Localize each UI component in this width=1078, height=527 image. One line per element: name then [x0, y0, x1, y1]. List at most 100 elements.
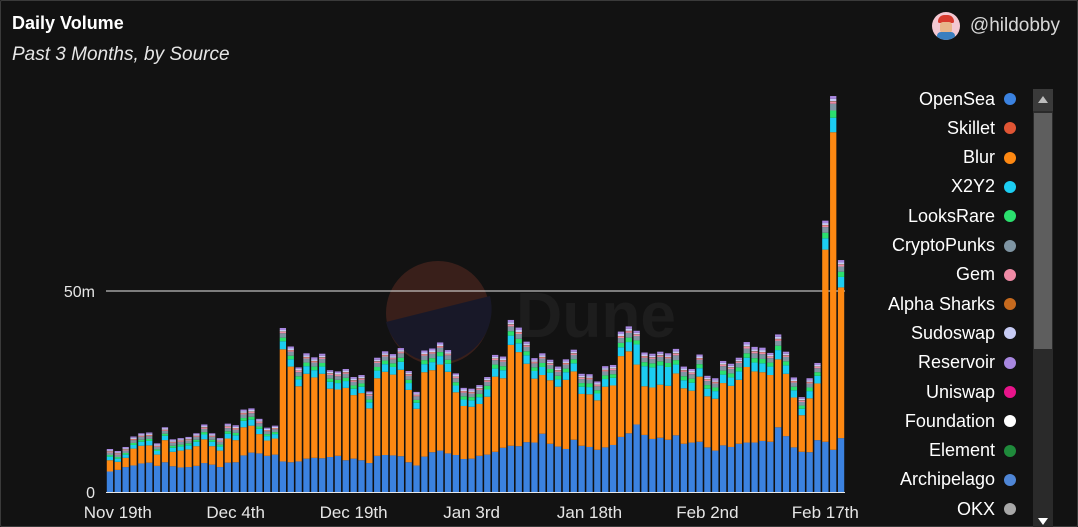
bar-segment[interactable] — [374, 366, 381, 371]
bar-segment[interactable] — [106, 450, 114, 452]
bar-segment[interactable] — [720, 366, 727, 371]
bar-segment[interactable] — [712, 383, 719, 388]
bar-segment[interactable] — [720, 370, 727, 375]
bar-segment[interactable] — [617, 338, 625, 343]
bar-segment[interactable] — [775, 334, 782, 337]
bar-segment[interactable] — [468, 397, 475, 401]
bar-segment[interactable] — [751, 349, 758, 352]
bar-segment[interactable] — [240, 418, 247, 421]
bar-segment[interactable] — [782, 356, 790, 362]
bar-segment[interactable] — [256, 426, 263, 429]
bar-segment[interactable] — [523, 341, 530, 344]
bar-segment[interactable] — [720, 364, 727, 367]
bar-segment[interactable] — [767, 354, 774, 357]
bar-segment[interactable] — [704, 396, 711, 448]
bar-segment[interactable] — [531, 371, 538, 379]
bar-segment[interactable] — [413, 395, 420, 397]
bar-segment[interactable] — [311, 362, 318, 367]
bar-segment[interactable] — [814, 375, 821, 384]
bar-segment[interactable] — [177, 467, 184, 492]
bar-segment[interactable] — [664, 439, 672, 492]
bar-segment[interactable] — [169, 442, 176, 443]
bar-segment[interactable] — [295, 376, 302, 380]
bar-segment[interactable] — [539, 366, 546, 376]
bar-segment[interactable] — [358, 460, 365, 492]
bar-segment[interactable] — [264, 434, 271, 437]
bar-segment[interactable] — [625, 328, 632, 331]
bar-segment[interactable] — [264, 428, 271, 431]
bar-segment[interactable] — [617, 331, 625, 335]
bar-segment[interactable] — [531, 367, 538, 371]
bar-segment[interactable] — [578, 386, 585, 394]
bar-segment[interactable] — [240, 427, 247, 456]
legend-scrollbar[interactable] — [1033, 89, 1053, 527]
bar-segment[interactable] — [664, 366, 672, 386]
bar-segment[interactable] — [436, 356, 444, 365]
bar-segment[interactable] — [216, 438, 224, 440]
bar-segment[interactable] — [256, 434, 263, 454]
bar-segment[interactable] — [429, 352, 436, 354]
bar-segment[interactable] — [814, 362, 821, 365]
bar-segment[interactable] — [830, 449, 837, 492]
bar-segment[interactable] — [421, 350, 428, 353]
bar-segment[interactable] — [389, 358, 397, 360]
bar-segment[interactable] — [303, 373, 310, 459]
bar-segment[interactable] — [602, 370, 609, 372]
legend-item[interactable]: Archipelago — [900, 469, 1016, 491]
bar-segment[interactable] — [617, 347, 625, 357]
bar-segment[interactable] — [822, 227, 829, 233]
bar-segment[interactable] — [704, 447, 711, 492]
bar-segment[interactable] — [562, 379, 570, 449]
bar-segment[interactable] — [271, 429, 279, 433]
bar-segment[interactable] — [680, 370, 687, 372]
bar-segment[interactable] — [138, 445, 145, 464]
bar-segment[interactable] — [161, 462, 169, 492]
bar-segment[interactable] — [295, 368, 302, 371]
bar-segment[interactable] — [468, 393, 475, 398]
legend-item[interactable]: OKX — [957, 498, 1016, 520]
bar-segment[interactable] — [515, 327, 522, 330]
bar-segment[interactable] — [570, 349, 577, 352]
bar-segment[interactable] — [523, 343, 530, 346]
bar-segment[interactable] — [830, 96, 837, 99]
bar-segment[interactable] — [397, 369, 404, 457]
bar-segment[interactable] — [767, 352, 774, 355]
bar-segment[interactable] — [664, 362, 672, 367]
bar-segment[interactable] — [216, 444, 224, 447]
bar-segment[interactable] — [798, 405, 805, 409]
bar-segment[interactable] — [830, 132, 837, 450]
legend-item[interactable]: X2Y2 — [951, 176, 1016, 198]
bar-segment[interactable] — [743, 342, 750, 345]
bar-segment[interactable] — [319, 458, 326, 492]
bar-segment[interactable] — [161, 440, 169, 463]
bar-segment[interactable] — [688, 371, 695, 373]
bar-segment[interactable] — [531, 362, 538, 364]
bar-segment[interactable] — [358, 378, 365, 380]
bar-segment[interactable] — [185, 467, 192, 492]
bar-segment[interactable] — [287, 366, 294, 463]
bar-segment[interactable] — [452, 375, 459, 377]
bar-segment[interactable] — [837, 266, 845, 272]
bar-segment[interactable] — [138, 436, 145, 440]
bar-segment[interactable] — [617, 336, 625, 339]
bar-segment[interactable] — [358, 386, 365, 394]
bar-segment[interactable] — [672, 360, 680, 365]
bar-segment[interactable] — [460, 391, 467, 393]
bar-segment[interactable] — [444, 359, 452, 364]
bar-segment[interactable] — [397, 361, 404, 370]
bar-segment[interactable] — [208, 439, 216, 442]
bar-segment[interactable] — [657, 365, 664, 385]
bar-segment[interactable] — [185, 440, 192, 444]
bar-segment[interactable] — [806, 380, 813, 382]
bar-segment[interactable] — [381, 355, 389, 357]
bar-segment[interactable] — [114, 453, 121, 455]
bar-segment[interactable] — [837, 262, 845, 265]
bar-segment[interactable] — [712, 387, 719, 392]
bar-segment[interactable] — [830, 101, 837, 104]
bar-segment[interactable] — [216, 446, 224, 451]
bar-segment[interactable] — [578, 375, 585, 378]
bar-segment[interactable] — [287, 348, 294, 351]
bar-segment[interactable] — [531, 442, 538, 492]
bar-segment[interactable] — [366, 463, 373, 492]
bar-segment[interactable] — [381, 455, 389, 492]
